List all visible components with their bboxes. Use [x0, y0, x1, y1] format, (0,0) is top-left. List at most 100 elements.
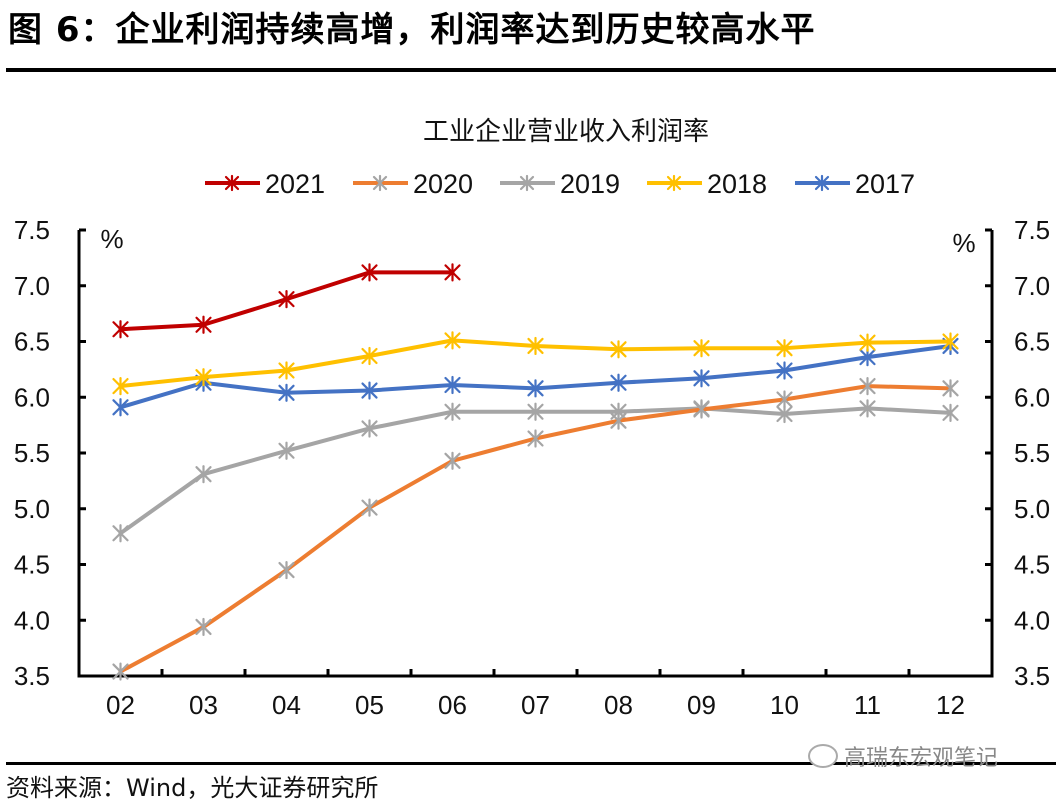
chart-title: 工业企业营业收入利润率 [423, 117, 709, 147]
legend-item-2018: 2018 [647, 169, 767, 199]
data-point-2018 [278, 361, 295, 380]
data-point-2021 [444, 263, 461, 282]
y-tick-label-left: 5.0 [14, 494, 50, 524]
series-2019 [112, 399, 959, 543]
y-tick-label-left: 7.0 [14, 271, 50, 301]
top-rule [6, 68, 1056, 72]
wechat-icon [808, 744, 838, 768]
data-point-2019 [361, 419, 378, 438]
series-line-2020 [118, 384, 953, 674]
data-point-2017 [859, 348, 876, 367]
series-line-2017 [118, 343, 953, 410]
data-point-2020 [444, 451, 461, 470]
data-point-2018 [112, 377, 129, 396]
data-point-2019 [444, 402, 461, 421]
data-point-2017 [444, 375, 461, 395]
source-note: 资料来源：Wind，光大证券研究所 [6, 774, 379, 802]
bottom-rule [6, 762, 1056, 765]
y-tick-label-right: 4.5 [1014, 550, 1050, 580]
data-point-2020 [693, 400, 710, 419]
legend-item-2020: 2020 [353, 169, 473, 199]
series-group [112, 263, 959, 681]
y-tick-label-right: 7.0 [1014, 271, 1050, 301]
data-point-2018 [942, 332, 959, 351]
series-2018 [112, 331, 959, 396]
x-tick-label: 09 [687, 690, 716, 720]
data-point-2020 [361, 498, 378, 517]
data-point-2021 [278, 290, 295, 309]
data-point-2019 [195, 465, 212, 484]
series-2021 [112, 263, 461, 339]
y-tick-label-left: 4.0 [14, 605, 50, 635]
y-tick-label-left: 3.5 [14, 661, 50, 691]
y-tick-label-right: 5.0 [1014, 494, 1050, 524]
y-tick-label-right: 5.5 [1014, 438, 1050, 468]
data-point-2019 [278, 441, 295, 460]
x-tick-label: 02 [106, 690, 135, 720]
data-point-2020 [776, 390, 793, 409]
y-tick-label-left: 7.5 [14, 215, 50, 245]
data-point-2020 [859, 377, 876, 396]
legend-marker [224, 174, 240, 192]
legend-label: 2020 [413, 169, 473, 199]
data-point-2018 [693, 339, 710, 358]
data-point-2017 [693, 369, 710, 388]
data-point-2021 [195, 315, 212, 334]
legend-item-2017: 2017 [795, 169, 915, 199]
data-point-2017 [361, 381, 378, 400]
y-tick-label-right: 3.5 [1014, 661, 1050, 691]
data-point-2017 [610, 373, 627, 392]
y-axis-unit-right: % [952, 228, 975, 258]
data-point-2017 [278, 383, 295, 402]
data-point-2020 [527, 429, 544, 448]
y-tick-label-right: 6.0 [1014, 382, 1050, 412]
data-point-2019 [776, 404, 793, 424]
y-axis-unit-left: % [100, 224, 123, 254]
x-tick-label: 10 [770, 690, 799, 720]
legend: 2021 2020 2019 2018 2017 [205, 169, 915, 199]
data-point-2020 [942, 379, 959, 398]
legend-label: 2018 [707, 169, 767, 199]
data-point-2019 [527, 402, 544, 421]
legend-item-2021: 2021 [205, 169, 325, 199]
data-point-2017 [776, 361, 793, 380]
series-2020 [112, 377, 959, 681]
data-point-2017 [112, 398, 129, 417]
y-tick-label-left: 6.5 [14, 327, 50, 357]
data-point-2018 [776, 339, 793, 358]
x-tick-label: 05 [355, 690, 384, 720]
series-line-2019 [118, 406, 953, 536]
y-tick-label-left: 4.5 [14, 550, 50, 580]
x-tick-label: 07 [521, 690, 550, 720]
legend-marker [372, 174, 388, 192]
legend-item-2019: 2019 [500, 169, 620, 199]
data-point-2020 [195, 617, 212, 637]
legend-label: 2019 [560, 169, 620, 199]
data-point-2018 [859, 333, 876, 352]
x-tick-label: 12 [936, 690, 965, 720]
data-point-2018 [527, 336, 544, 356]
data-point-2019 [112, 524, 129, 543]
data-point-2018 [444, 331, 461, 350]
data-point-2019 [859, 399, 876, 418]
data-point-2018 [610, 340, 627, 359]
x-tick-label: 08 [604, 690, 633, 720]
legend-marker [814, 174, 830, 192]
data-point-2017 [527, 379, 544, 398]
data-point-2019 [942, 403, 959, 422]
y-tick-label-left: 5.5 [14, 438, 50, 468]
y-tick-label-right: 4.0 [1014, 605, 1050, 635]
x-tick-label: 11 [854, 690, 881, 720]
data-point-2020 [278, 560, 295, 580]
y-tick-label-right: 6.5 [1014, 327, 1050, 357]
y-tick-label-left: 6.0 [14, 382, 50, 412]
legend-marker [666, 174, 682, 192]
legend-label: 2017 [855, 169, 915, 199]
legend-label: 2021 [265, 169, 325, 199]
y-tick-label-right: 7.5 [1014, 215, 1050, 245]
watermark-text: 高瑞东宏观笔记 [844, 746, 999, 771]
axes: 3.5 3.5 4.0 4.0 4.5 4.5 5.0 5.0 5.5 5.5 6.0 6.0 6.5 6… [14, 215, 1050, 720]
legend-marker [519, 174, 535, 192]
data-point-2021 [361, 263, 378, 282]
